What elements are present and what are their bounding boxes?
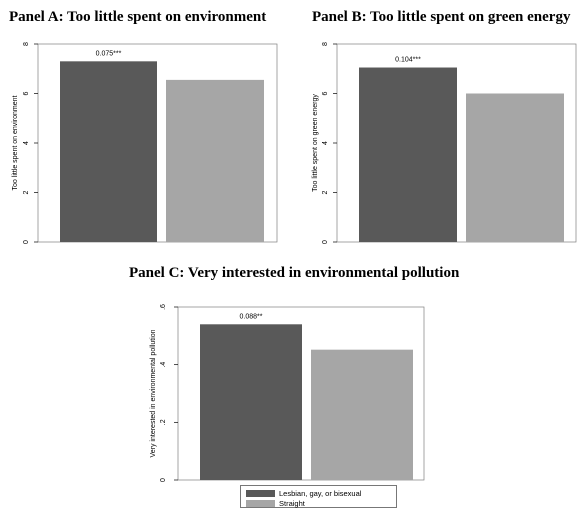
panel-a-bar-lgb <box>60 61 157 243</box>
panel-c-ytick-label: .4 <box>160 362 167 368</box>
panel-a-annotation: 0.075*** <box>96 50 122 57</box>
panel-b-annotation: 0.104*** <box>395 57 421 64</box>
panel-b-ytick-label: 2 <box>322 190 329 194</box>
panel-c-title: Panel C: Very interested in environmenta… <box>129 265 460 281</box>
panel-c-ytick-label: .2 <box>160 419 167 425</box>
panel-a-ytick-label: 0 <box>23 240 30 244</box>
legend-item-lgb: Lesbian, gay, or bisexual <box>246 489 361 498</box>
panel-a-bar-straight <box>166 79 264 242</box>
panel-b-ytick-label: 0 <box>322 240 329 244</box>
legend-swatch-lgb <box>246 490 275 497</box>
legend-label-straight: Straight <box>279 499 305 508</box>
panel-c-bar-lgb <box>200 324 302 480</box>
legend-label-lgb: Lesbian, gay, or bisexual <box>279 489 362 498</box>
panel-b-ytick-label: 4 <box>322 141 329 145</box>
panel-b-bar-lgb <box>359 67 457 242</box>
panel-c-ylabel: Very interested in environmental polluti… <box>150 329 157 457</box>
panel-c-ytick-label: 0 <box>160 478 167 482</box>
panel-a-ylabel: Too little spent on environment <box>12 95 19 190</box>
panel-b-ytick-label: 8 <box>322 42 329 46</box>
panel-a-ytick-label: 2 <box>23 190 30 194</box>
panel-c-annotation: 0.088** <box>240 313 263 320</box>
panel-b-title: Panel B: Too little spent on green energ… <box>312 9 571 25</box>
panel-a-ytick-label: 4 <box>23 141 30 145</box>
panel-b-bar-straight <box>466 93 564 242</box>
panel-c-ytick-label: .6 <box>160 304 167 310</box>
legend: Lesbian, gay, or bisexual Straight <box>240 485 397 508</box>
panel-a-ytick-label: 8 <box>23 42 30 46</box>
legend-swatch-straight <box>246 500 275 507</box>
legend-item-straight: Straight <box>246 499 305 508</box>
panel-b-ylabel: Too little spent on green energy <box>312 94 319 192</box>
panel-a-title: Panel A: Too little spent on environment <box>9 9 267 25</box>
panel-a-ytick-label: 6 <box>23 91 30 95</box>
panel-c-bar-straight <box>311 349 413 480</box>
panel-b-ytick-label: 6 <box>322 91 329 95</box>
